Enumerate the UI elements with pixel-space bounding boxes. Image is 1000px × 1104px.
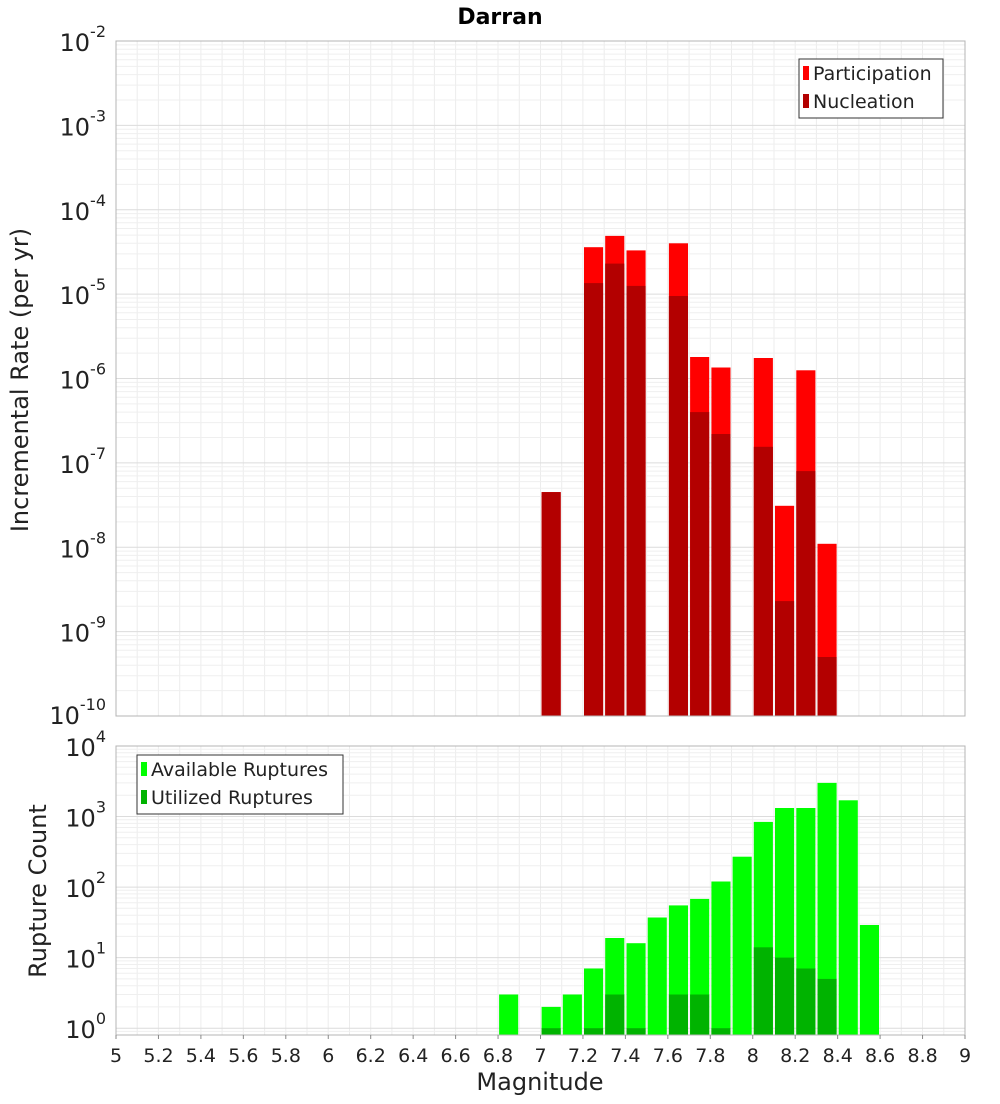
x-tick-label: 6: [322, 1045, 334, 1067]
y-tick-label: 10-4: [60, 191, 107, 226]
y-tick-label: 10-6: [60, 360, 107, 395]
x-tick-label: 7: [534, 1045, 546, 1067]
legend-box: [798, 58, 944, 119]
bar: [817, 978, 837, 1035]
legend-swatch: [803, 94, 809, 108]
bar: [775, 957, 795, 1035]
x-tick-label: 6.2: [356, 1045, 386, 1067]
bar: [817, 782, 837, 1035]
bar: [584, 283, 604, 716]
legend-entry: Available Ruptures: [151, 759, 328, 781]
y-tick-label: 103: [65, 798, 106, 833]
legend-entry: Nucleation: [813, 91, 915, 113]
x-tick-label: 8.4: [823, 1045, 853, 1067]
bar: [838, 800, 858, 1035]
legend-entry: Utilized Ruptures: [151, 787, 313, 809]
x-tick-label: 6.6: [440, 1045, 470, 1067]
bar: [753, 446, 773, 716]
bar: [541, 492, 561, 716]
bar: [817, 657, 837, 716]
bar: [711, 881, 731, 1035]
y-tick-label: 102: [65, 868, 106, 903]
y-tick-label: 101: [65, 939, 106, 974]
y-tick-label: 10-2: [60, 22, 107, 57]
bar: [605, 994, 625, 1035]
grid: [115, 40, 966, 717]
x-tick-label: 5.8: [271, 1045, 301, 1067]
bar: [584, 1028, 604, 1035]
plot-border: [115, 40, 966, 717]
series-nucleation: [541, 263, 837, 716]
y-tick-label: 10-5: [60, 275, 107, 310]
x-tick-label: 8: [747, 1045, 759, 1067]
bar: [711, 434, 731, 716]
bar: [647, 917, 667, 1035]
bar: [796, 968, 816, 1035]
y-tick-label: 10-10: [49, 695, 106, 730]
bar: [753, 947, 773, 1035]
rate-plot: 10-2 10-3 10-4 10-5 10-6 10-7 10-8 10-9 10-10 Par…: [49, 22, 966, 730]
bar: [796, 471, 816, 716]
y-tick-label: 10-8: [60, 528, 107, 563]
series-utilized-ruptures: [541, 947, 837, 1035]
x-tick-label: 7.6: [653, 1045, 683, 1067]
bar: [605, 263, 625, 716]
bar: [732, 856, 752, 1035]
chart-title: Darran: [457, 5, 542, 30]
bar: [626, 285, 646, 716]
legend-box: [136, 754, 344, 815]
bar: [690, 994, 710, 1035]
x-tick-label: 5.2: [143, 1045, 173, 1067]
legend-swatch: [141, 762, 147, 776]
x-tick-label: 7.4: [610, 1045, 640, 1067]
rate-y-axis-label: Incremental Rate (per yr): [6, 228, 34, 532]
y-tick-label: 100: [65, 1009, 106, 1044]
bar: [626, 943, 646, 1035]
bar: [626, 1028, 646, 1035]
legend: Participation Nucleation: [798, 58, 944, 119]
legend-swatch: [141, 790, 147, 804]
x-tick-label: 5.6: [228, 1045, 258, 1067]
bar: [775, 601, 795, 716]
x-tick-label: 8.6: [865, 1045, 895, 1067]
bar: [562, 994, 582, 1035]
x-axis-label: Magnitude: [476, 1068, 603, 1096]
bar: [541, 1006, 561, 1035]
y-tick-label: 10-7: [60, 444, 107, 479]
legend: Available Ruptures Utilized Ruptures: [136, 754, 344, 815]
bar: [541, 1028, 561, 1035]
bar: [859, 925, 879, 1035]
bar: [499, 994, 519, 1035]
series-available-ruptures: [499, 782, 879, 1035]
bar: [584, 968, 604, 1035]
bar: [668, 296, 688, 716]
x-tick-label: 6.8: [483, 1045, 513, 1067]
y-tick-label: 10-3: [60, 106, 107, 141]
x-tick-label: 7.8: [695, 1045, 725, 1067]
legend-swatch: [803, 66, 809, 80]
x-tick-label: 7.2: [568, 1045, 598, 1067]
y-tick-label: 10-9: [60, 613, 107, 648]
x-tick-label: 5: [110, 1045, 122, 1067]
bar: [711, 1028, 731, 1035]
x-tick-label: 5.4: [186, 1045, 216, 1067]
count-y-axis-label: Rupture Count: [24, 804, 52, 978]
x-tick-label: 8.2: [780, 1045, 810, 1067]
legend-entry: Participation: [813, 63, 932, 85]
x-tick-label: 9: [959, 1045, 971, 1067]
bar: [690, 412, 710, 716]
x-tick-label: 6.4: [398, 1045, 428, 1067]
x-tick-label: 8.8: [907, 1045, 937, 1067]
bar: [668, 994, 688, 1035]
y-tick-label: 104: [65, 727, 106, 762]
